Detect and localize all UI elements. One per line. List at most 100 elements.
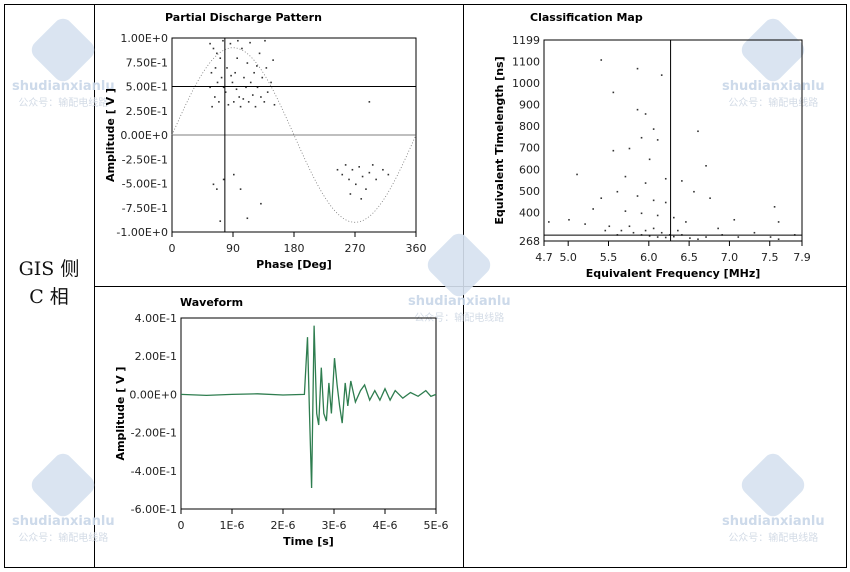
y-tick-label: 4.00E-1 [135, 312, 177, 325]
data-point [705, 236, 707, 238]
data-point [608, 225, 611, 228]
y-tick-label: 2.00E-1 [135, 350, 177, 363]
data-point [640, 136, 643, 139]
data-point [351, 168, 354, 171]
data-point [249, 41, 251, 44]
y-tick-label: 500 [519, 185, 540, 198]
y-tick-label: 1199 [512, 34, 540, 47]
data-point [365, 188, 367, 190]
data-point [652, 227, 655, 230]
data-point [238, 96, 241, 98]
data-point [592, 208, 594, 210]
data-point [664, 236, 667, 239]
data-point [636, 67, 639, 70]
data-point [358, 166, 360, 168]
data-point [254, 105, 257, 108]
y-axis-label: Amplitude [ V ] [104, 88, 117, 182]
data-point [256, 86, 259, 89]
data-point [224, 91, 227, 93]
data-point [361, 175, 364, 178]
data-point [628, 147, 631, 150]
x-tick-label: 2E-6 [271, 519, 296, 532]
y-tick-label: 700 [519, 142, 540, 155]
data-point [239, 105, 242, 108]
y-tick-label: 400 [519, 207, 540, 220]
data-point [568, 218, 570, 221]
data-point [246, 217, 249, 220]
chart-title: Waveform [180, 296, 243, 309]
data-point [222, 39, 224, 42]
x-axis-label: Equivalent Frequency [MHz] [586, 267, 761, 280]
data-point [612, 91, 615, 94]
data-point [636, 195, 639, 197]
watermark: shudianxianlu 公众号：输配电线路 [722, 449, 825, 544]
x-tick-label: 7.5 [761, 251, 779, 264]
data-point [656, 214, 659, 217]
data-point [640, 212, 643, 215]
data-point [664, 177, 667, 180]
data-point [777, 221, 780, 223]
y-tick-label: 268 [519, 235, 540, 248]
table-cell-classification [463, 4, 847, 287]
data-point [656, 139, 659, 141]
data-point [214, 96, 216, 98]
data-point [241, 47, 243, 50]
data-point [222, 178, 225, 181]
data-point [693, 190, 695, 193]
data-point [624, 210, 627, 212]
x-tick-label: 4E-6 [373, 519, 398, 532]
data-point [600, 59, 603, 61]
data-point [717, 227, 719, 230]
data-point [258, 52, 261, 55]
watermark: shudianxianlu 公众号：输配电线路 [12, 14, 115, 109]
data-point [237, 39, 239, 42]
data-point [677, 229, 679, 232]
data-point [212, 183, 215, 186]
data-point [235, 88, 238, 91]
data-point [226, 67, 228, 69]
y-tick-label: 5.00E-1 [126, 81, 168, 94]
data-point [636, 108, 639, 111]
data-point [251, 94, 254, 96]
data-point [230, 74, 232, 77]
data-point [652, 199, 655, 202]
data-point [648, 235, 651, 237]
row-label-line2: C 相 [29, 286, 69, 308]
data-point [664, 201, 667, 204]
y-tick-label: -4.00E-1 [131, 465, 177, 478]
data-point [620, 229, 623, 232]
x-tick-label: 90 [226, 242, 240, 255]
x-tick-label: 6.0 [640, 251, 658, 264]
y-tick-label: -1.00E+0 [116, 226, 168, 239]
chart-title: Classification Map [530, 11, 643, 24]
data-point [773, 206, 776, 208]
watermark: shudianxianlu 公众号：输配电线路 [722, 14, 825, 109]
x-tick-label: 6.5 [680, 251, 698, 264]
x-tick-label: 0 [169, 242, 176, 255]
data-point [264, 39, 266, 42]
data-point [260, 202, 262, 205]
data-point [709, 197, 711, 199]
data-point [375, 178, 377, 181]
data-point [769, 236, 772, 238]
data-point [644, 113, 647, 115]
data-point [644, 182, 647, 184]
data-point [648, 158, 651, 161]
x-tick-label: 1E-6 [220, 519, 245, 532]
chart-title: Partial Discharge Pattern [165, 11, 322, 24]
y-tick-label: -7.50E-1 [122, 202, 168, 215]
data-point [239, 188, 242, 190]
data-point [242, 98, 245, 100]
data-point [260, 96, 262, 98]
data-point [219, 220, 222, 222]
y-tick-label: 1000 [512, 77, 540, 90]
data-point [368, 101, 371, 103]
data-point [652, 128, 655, 130]
y-axis-label: Equivalent Timelength [ns] [493, 56, 506, 224]
y-tick-label: 600 [519, 163, 540, 176]
data-point [245, 86, 247, 89]
data-point [216, 52, 218, 55]
x-tick-label: 360 [406, 242, 427, 255]
data-point [220, 76, 223, 79]
